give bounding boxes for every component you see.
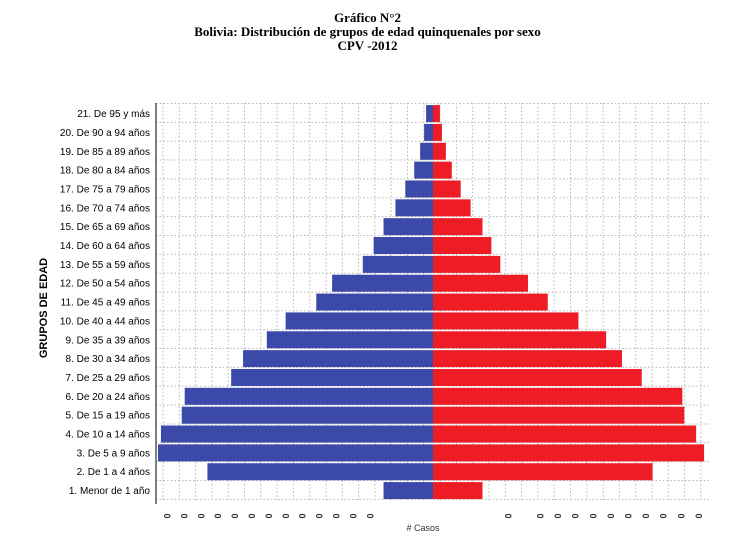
x-tick-label: 0 xyxy=(162,513,172,518)
bar-left xyxy=(426,105,433,123)
chart-title-line-1: Gráfico N°2 xyxy=(334,10,401,25)
bar-right xyxy=(433,105,440,123)
x-tick-label: 0 xyxy=(588,513,598,518)
y-tick-label: 5. De 15 a 19 años xyxy=(65,411,150,422)
y-tick-label: 18. De 80 a 84 años xyxy=(60,166,150,177)
y-tick-label: 15. De 65 a 69 años xyxy=(60,222,150,233)
bar-right xyxy=(433,425,697,443)
bar-left xyxy=(405,180,433,198)
bar-right xyxy=(433,218,483,236)
bar-right xyxy=(433,312,579,330)
y-tick-label: 20. De 90 a 94 años xyxy=(60,128,150,139)
x-tick-label: 0 xyxy=(693,513,703,518)
bar-left xyxy=(266,331,433,349)
bar-left xyxy=(243,350,433,368)
x-tick-label: 0 xyxy=(553,513,563,518)
x-axis-title: # Casos xyxy=(406,523,440,533)
bar-left xyxy=(395,199,433,217)
y-tick-label: 8. De 30 a 34 años xyxy=(65,354,150,365)
x-tick-label: 0 xyxy=(658,513,668,518)
bar-right xyxy=(433,444,705,462)
bar-left xyxy=(184,387,433,405)
bar-left xyxy=(316,293,433,311)
bar-right xyxy=(433,180,461,198)
chart-title-line-2: Bolivia: Distribución de grupos de edad … xyxy=(194,24,541,39)
y-tick-label: 10. De 40 a 44 años xyxy=(60,316,150,327)
bar-left xyxy=(362,255,433,273)
bar-right xyxy=(433,161,452,179)
bar-right xyxy=(433,350,622,368)
x-tick-label: 0 xyxy=(213,513,223,518)
bar-right xyxy=(433,331,607,349)
x-tick-label: 0 xyxy=(503,513,513,518)
bar-left xyxy=(157,444,433,462)
y-tick-label: 4. De 10 a 14 años xyxy=(65,430,150,441)
bar-left xyxy=(424,123,433,141)
x-tick-label: 0 xyxy=(535,513,545,518)
bar-right xyxy=(433,463,653,481)
x-tick-label: 0 xyxy=(331,513,341,518)
x-tick-label: 0 xyxy=(314,513,324,518)
x-tick-label: 0 xyxy=(365,513,375,518)
x-tick-label: 0 xyxy=(230,513,240,518)
y-tick-label: 7. De 25 a 29 años xyxy=(65,373,150,384)
x-tick-label: 0 xyxy=(297,513,307,518)
bar-left xyxy=(420,142,433,160)
bar-right xyxy=(433,255,501,273)
chart-title-line-3: CPV -2012 xyxy=(337,38,398,53)
bar-right xyxy=(433,274,528,292)
x-tick-label: 0 xyxy=(247,513,257,518)
y-tick-label: 17. De 75 a 79 años xyxy=(60,184,150,195)
bar-right xyxy=(433,406,685,424)
bar-left xyxy=(383,482,433,500)
y-tick-label: 14. De 60 a 64 años xyxy=(60,241,150,252)
bar-right xyxy=(433,368,642,386)
bar-left xyxy=(181,406,433,424)
y-axis-title: GRUPOS DE EDAD xyxy=(38,258,50,358)
bar-left xyxy=(373,237,433,255)
bar-left xyxy=(231,368,433,386)
y-tick-label: 12. De 50 a 54 años xyxy=(60,279,150,290)
bar-right xyxy=(433,387,683,405)
bar-right xyxy=(433,199,471,217)
x-tick-label: 0 xyxy=(263,513,273,518)
bar-right xyxy=(433,482,483,500)
x-tick-label: 0 xyxy=(348,513,358,518)
bar-left xyxy=(332,274,433,292)
y-tick-label: 13. De 55 a 59 años xyxy=(60,260,150,271)
bar-right xyxy=(433,237,492,255)
y-tick-label: 19. De 85 a 89 años xyxy=(60,147,150,158)
y-tick-label: 9. De 35 a 39 años xyxy=(65,335,150,346)
bar-right xyxy=(433,142,446,160)
x-tick-label: 0 xyxy=(196,513,206,518)
x-tick-label: 0 xyxy=(570,513,580,518)
bar-left xyxy=(414,161,433,179)
x-tick-label: 0 xyxy=(641,513,651,518)
y-tick-label: 6. De 20 a 24 años xyxy=(65,392,150,403)
x-tick-label: 0 xyxy=(179,513,189,518)
y-tick-label: 3. De 5 a 9 años xyxy=(77,448,150,459)
bar-left xyxy=(207,463,433,481)
x-tick-label: 0 xyxy=(623,513,633,518)
bar-left xyxy=(383,218,433,236)
bar-left xyxy=(285,312,433,330)
y-tick-label: 1. Menor de 1 año xyxy=(69,486,151,497)
x-tick-label: 0 xyxy=(605,513,615,518)
bar-right xyxy=(433,123,442,141)
y-tick-label: 21. De 95 y más xyxy=(77,109,150,120)
y-tick-label: 16. De 70 a 74 años xyxy=(60,203,150,214)
x-tick-label: 0 xyxy=(676,513,686,518)
x-tick-label: 0 xyxy=(280,513,290,518)
y-tick-label: 2. De 1 a 4 años xyxy=(77,467,150,478)
bar-left xyxy=(160,425,434,443)
y-tick-label: 11. De 45 a 49 años xyxy=(61,298,150,309)
bar-right xyxy=(433,293,548,311)
